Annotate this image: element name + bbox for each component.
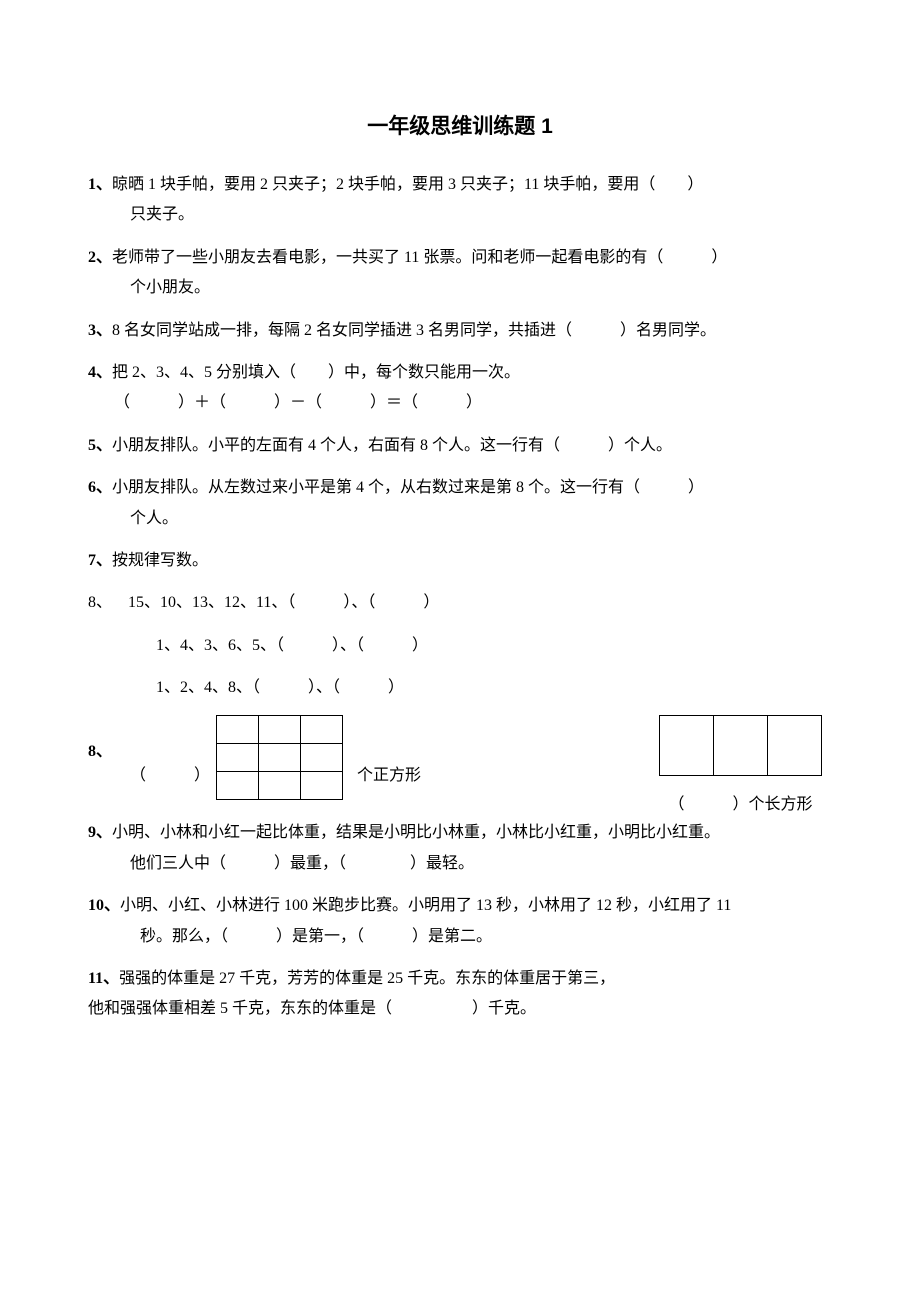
q7-seqnum: 8、 xyxy=(88,594,112,611)
q8-rect-label: （ ）个长方形 xyxy=(659,790,822,814)
question-11: 11、强强的体重是 27 千克，芳芳的体重是 25 千克。东东的体重居于第三， … xyxy=(88,964,832,1025)
q2-line1: 老师带了一些小朋友去看电影，一共买了 11 张票。问和老师一起看电影的有（ ） xyxy=(112,249,727,266)
q5-num: 5、 xyxy=(88,437,112,454)
question-1: 1、晾晒 1 块手帕，要用 2 只夹子；2 块手帕，要用 3 只夹子；11 块手… xyxy=(88,170,832,231)
q4-num: 4、 xyxy=(88,364,112,381)
q7-num: 7、 xyxy=(88,552,112,569)
question-2: 2、老师带了一些小朋友去看电影，一共买了 11 张票。问和老师一起看电影的有（ … xyxy=(88,243,832,304)
q3-text: 8 名女同学站成一排，每隔 2 名女同学插进 3 名男同学，共插进（ ）名男同学… xyxy=(112,322,716,339)
question-7-seq1: 8、 15、10、13、12、11、（ ）、（ ） xyxy=(88,588,832,618)
q8-sq-label: 个正方形 xyxy=(357,731,421,785)
square-grid-icon xyxy=(216,715,343,800)
q7-seq1: 15、10、13、12、11、（ ）、（ ） xyxy=(124,594,439,611)
q7-text: 按规律写数。 xyxy=(112,552,208,569)
question-7: 7、按规律写数。 xyxy=(88,546,832,576)
q1-num: 1、 xyxy=(88,176,112,193)
question-3: 3、8 名女同学站成一排，每隔 2 名女同学插进 3 名男同学，共插进（ ）名男… xyxy=(88,316,832,346)
q11-line1: 强强的体重是 27 千克，芳芳的体重是 25 千克。东东的体重居于第三， xyxy=(119,970,615,987)
q3-num: 3、 xyxy=(88,322,112,339)
q8-num: 8、 xyxy=(88,715,112,761)
q10-num: 10、 xyxy=(88,897,120,914)
q9-line2: 他们三人中（ ）最重，（ ）最轻。 xyxy=(88,849,832,879)
q1-line1: 晾晒 1 块手帕，要用 2 只夹子；2 块手帕，要用 3 只夹子；11 块手帕，… xyxy=(112,176,703,193)
q1-line2: 只夹子。 xyxy=(88,200,832,230)
q10-line1: 小明、小红、小林进行 100 米跑步比赛。小明用了 13 秒，小林用了 12 秒… xyxy=(120,897,731,914)
page-title: 一年级思维训练题 1 xyxy=(88,110,832,140)
q9-num: 9、 xyxy=(88,824,112,841)
q10-line2: 秒。那么，（ ）是第一，（ ）是第二。 xyxy=(88,922,832,952)
question-6: 6、小朋友排队。从左数过来小平是第 4 个，从右数过来是第 8 个。这一行有（ … xyxy=(88,473,832,534)
question-5: 5、小朋友排队。小平的左面有 4 个人，右面有 8 个人。这一行有（ ）个人。 xyxy=(88,431,832,461)
question-10: 10、小明、小红、小林进行 100 米跑步比赛。小明用了 13 秒，小林用了 1… xyxy=(88,891,832,952)
question-7-seq2: 1、4、3、6、5、（ ）、（ ） xyxy=(88,631,832,661)
q11-num: 11、 xyxy=(88,970,119,987)
q9-line1: 小明、小林和小红一起比体重，结果是小明比小林重，小林比小红重，小明比小红重。 xyxy=(112,824,720,841)
question-9: 9、小明、小林和小红一起比体重，结果是小明比小林重，小林比小红重，小明比小红重。… xyxy=(88,818,832,879)
q4-line1: 把 2、3、4、5 分别填入（ ）中，每个数只能用一次。 xyxy=(112,364,520,381)
question-7-seq3: 1、2、4、8、（ ）、（ ） xyxy=(88,673,832,703)
q6-line2: 个人。 xyxy=(88,504,832,534)
q8-blank-left: （ ） xyxy=(130,731,210,785)
question-8: 8、 （ ） 个正方形 （ ）个长方形 xyxy=(88,715,832,814)
rectangle-grid-icon xyxy=(659,715,822,776)
q11-line2: 他和强强体重相差 5 千克，东东的体重是（ ）千克。 xyxy=(88,994,832,1024)
q2-line2: 个小朋友。 xyxy=(88,273,832,303)
q5-text: 小朋友排队。小平的左面有 4 个人，右面有 8 个人。这一行有（ ）个人。 xyxy=(112,437,672,454)
q2-num: 2、 xyxy=(88,249,112,266)
q6-line1: 小朋友排队。从左数过来小平是第 4 个，从右数过来是第 8 个。这一行有（ ） xyxy=(112,479,704,496)
q4-line2: （ ）＋（ ）－（ ）＝（ ） xyxy=(88,388,832,418)
question-4: 4、把 2、3、4、5 分别填入（ ）中，每个数只能用一次。 （ ）＋（ ）－（… xyxy=(88,358,832,419)
q6-num: 6、 xyxy=(88,479,112,496)
